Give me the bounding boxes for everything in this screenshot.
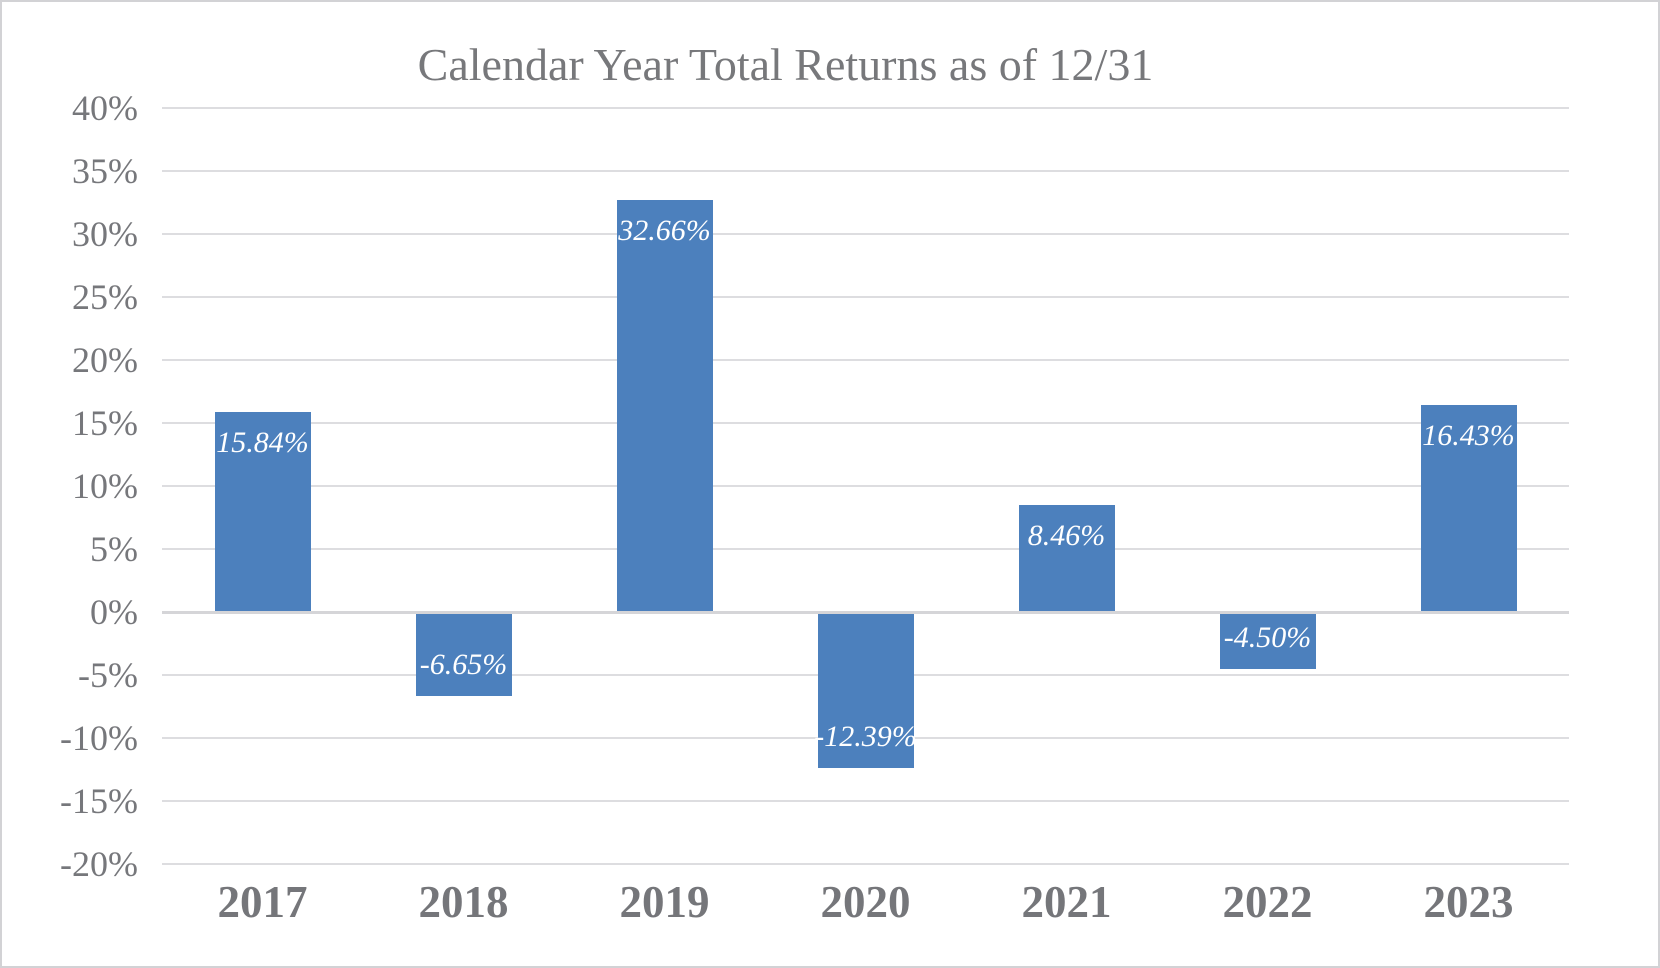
y-axis-tick-label: 5% (90, 529, 138, 569)
gridline (162, 170, 1569, 172)
bar-data-label-2019: 32.66% (618, 214, 711, 248)
gridline (162, 863, 1569, 865)
gridline (162, 296, 1569, 298)
y-axis-tick-label: 35% (72, 151, 138, 191)
y-axis-tick-label: 30% (72, 214, 138, 254)
x-axis-category-label-2020: 2020 (820, 877, 911, 927)
x-axis-category-label-2018: 2018 (418, 877, 509, 927)
bar-data-label-2022: -4.50% (1223, 620, 1312, 654)
y-axis-tick-label: 10% (72, 466, 138, 506)
y-axis-tick-label: -20% (60, 844, 138, 884)
bar-data-label-2017: 15.84% (216, 426, 309, 460)
chart-title: Calendar Year Total Returns as of 12/31 (417, 39, 1154, 90)
x-axis-category-label-2023: 2023 (1423, 877, 1514, 927)
y-axis-tick-label: 0% (90, 592, 138, 632)
bar-data-label-2021: 8.46% (1027, 519, 1106, 553)
x-axis-category-label-2022: 2022 (1222, 877, 1313, 927)
gridline (162, 485, 1569, 487)
bar-data-label-2023: 16.43% (1422, 418, 1515, 452)
y-axis-tick-label: 40% (72, 88, 138, 128)
gridline (162, 800, 1569, 802)
x-axis-line (162, 610, 1569, 614)
bar-2022 (1219, 612, 1316, 669)
bar-2017 (214, 412, 311, 612)
gridline (162, 233, 1569, 235)
gridline (162, 107, 1569, 109)
x-axis-category-label-2021: 2021 (1021, 877, 1112, 927)
bar-2020 (817, 612, 914, 769)
y-axis-tick-label: -10% (60, 718, 138, 758)
bar-2019 (616, 200, 713, 612)
gridline (162, 359, 1569, 361)
x-axis-category-label-2017: 2017 (217, 877, 308, 927)
y-axis-tick-label: 25% (72, 277, 138, 317)
y-axis-tick-label: -15% (60, 781, 138, 821)
bar-2023 (1420, 404, 1517, 612)
bar-data-label-2020: -12.39% (814, 720, 917, 754)
bar-2018 (415, 612, 512, 696)
gridline (162, 548, 1569, 550)
y-axis-tick-label: 15% (72, 403, 138, 443)
gridline (162, 422, 1569, 424)
y-axis-tick-label: -5% (78, 655, 138, 695)
x-axis-category-label-2019: 2019 (619, 877, 710, 927)
bar-2021 (1018, 505, 1115, 612)
bar-data-label-2018: -6.65% (419, 647, 508, 681)
y-axis-tick-label: 20% (72, 340, 138, 380)
